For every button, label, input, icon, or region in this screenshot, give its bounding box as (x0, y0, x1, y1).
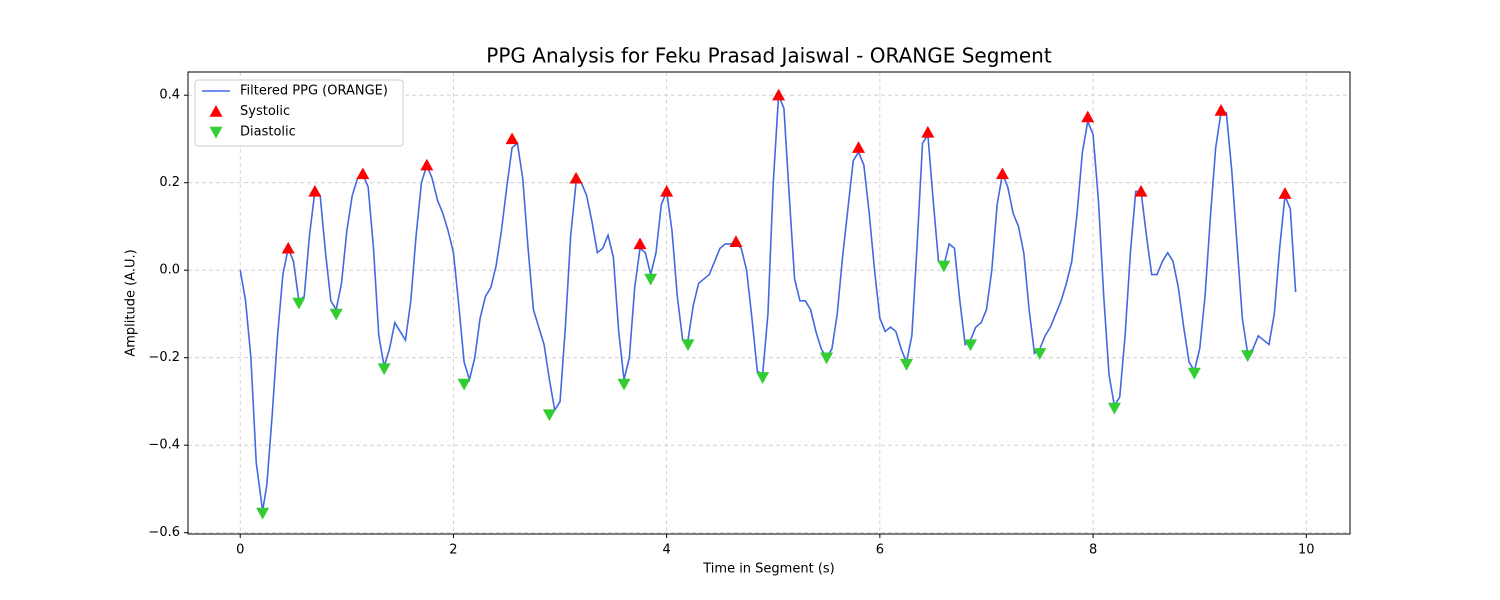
y-tick-label: −0.4 (148, 438, 180, 453)
diastolic-marker (820, 352, 834, 365)
y-tick-label: 0.4 (159, 88, 180, 103)
ppg-line (239, 94, 1297, 511)
x-tick-label: 8 (1089, 543, 1097, 558)
diastolic-marker (542, 409, 556, 422)
diastolic-marker (756, 372, 770, 384)
diastolic-marker (292, 297, 306, 310)
x-tick-label: 10 (1298, 543, 1315, 558)
legend-swatch (209, 126, 223, 139)
systolic-marker (633, 237, 647, 250)
diastolic-marker (1033, 348, 1047, 360)
systolic-marker (1081, 110, 1095, 123)
diastolic-marker (1187, 367, 1201, 380)
legend-label: Filtered PPG (ORANGE) (240, 84, 388, 99)
legend-label: Systolic (240, 104, 290, 119)
legend-box (194, 79, 404, 147)
systolic-marker (1278, 187, 1292, 199)
diastolic-marker (377, 363, 391, 376)
systolic-marker (281, 241, 295, 254)
plot-frame (187, 71, 1351, 535)
systolic-marker (660, 184, 674, 197)
x-tick-label: 2 (449, 543, 457, 558)
diastolic-marker (1107, 402, 1121, 415)
diastolic-marker (644, 273, 658, 286)
diastolic-marker (681, 339, 695, 352)
y-axis-label: Amplitude (A.U.) (124, 249, 139, 356)
diastolic-marker (900, 359, 914, 371)
x-tick-label: 6 (876, 543, 884, 558)
diastolic-marker (329, 308, 343, 321)
y-tick-label: −0.2 (148, 350, 180, 365)
systolic-marker (1214, 104, 1228, 116)
systolic-marker (308, 184, 322, 197)
chart-title: PPG Analysis for Feku Prasad Jaiswal - O… (486, 44, 1052, 68)
x-axis-label: Time in Segment (s) (702, 562, 834, 577)
systolic-marker (729, 235, 743, 247)
systolic-marker (505, 132, 519, 145)
systolic-marker (921, 125, 935, 138)
y-tick-label: 0.0 (159, 263, 180, 278)
legend-label: Diastolic (240, 125, 296, 140)
systolic-marker (772, 88, 786, 101)
systolic-marker (852, 141, 866, 153)
y-tick-label: 0.2 (159, 175, 180, 190)
diastolic-marker (256, 507, 270, 520)
systolic-marker (356, 167, 370, 180)
x-tick-label: 4 (663, 543, 671, 558)
y-tick-label: −0.6 (148, 525, 180, 540)
systolic-marker (569, 171, 583, 184)
legend-swatch (209, 105, 223, 117)
diastolic-marker (457, 378, 471, 391)
systolic-marker (995, 167, 1009, 180)
systolic-marker (420, 158, 434, 171)
diastolic-marker (963, 339, 977, 352)
diastolic-marker (937, 260, 951, 273)
systolic-marker (1134, 184, 1148, 197)
diastolic-marker (617, 378, 631, 391)
diastolic-marker (1241, 350, 1255, 362)
x-tick-label: 0 (236, 543, 244, 558)
